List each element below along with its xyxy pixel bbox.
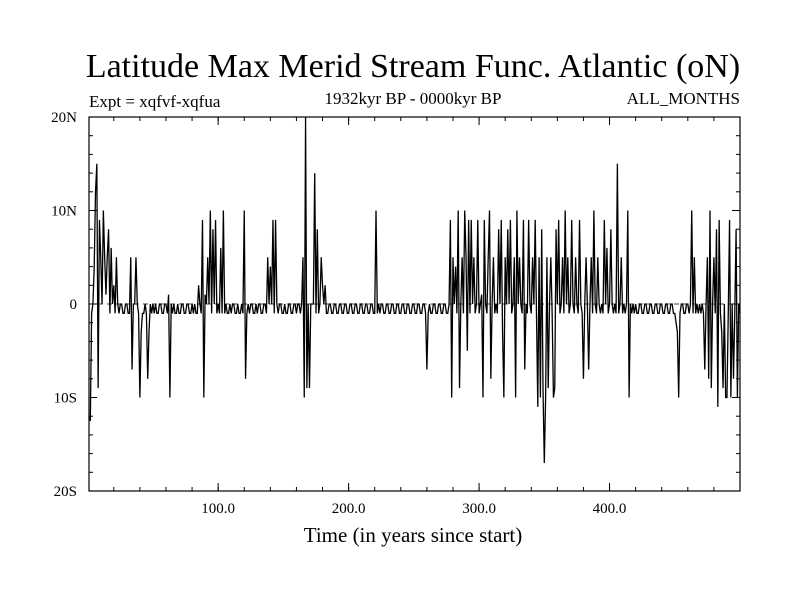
x-axis-title: Time (in years since start) — [304, 523, 523, 547]
x-tick-label: 400.0 — [593, 501, 627, 517]
series-line — [88, 116, 741, 463]
y-tick-label: 0 — [70, 297, 78, 313]
x-tick-label: 100.0 — [201, 501, 235, 517]
chart-marks: 100.0 200.0 300.0 400.0 20S 10S 0 10N 20N — [51, 110, 741, 517]
months-label: ALL_MONTHS — [627, 89, 740, 108]
y-tick-label: 20N — [51, 110, 77, 126]
x-tick-label: 300.0 — [462, 501, 496, 517]
y-tick-label: 10S — [54, 391, 77, 407]
chart-title: Latitude Max Merid Stream Func. Atlantic… — [86, 48, 740, 85]
y-tick-label: 10N — [51, 204, 77, 220]
y-tick-label: 20S — [54, 484, 77, 500]
x-tick-label: 200.0 — [332, 501, 366, 517]
experiment-label: Expt = xqfvf-xqfua — [89, 92, 221, 111]
time-range-label: 1932kyr BP - 0000kyr BP — [325, 89, 502, 108]
